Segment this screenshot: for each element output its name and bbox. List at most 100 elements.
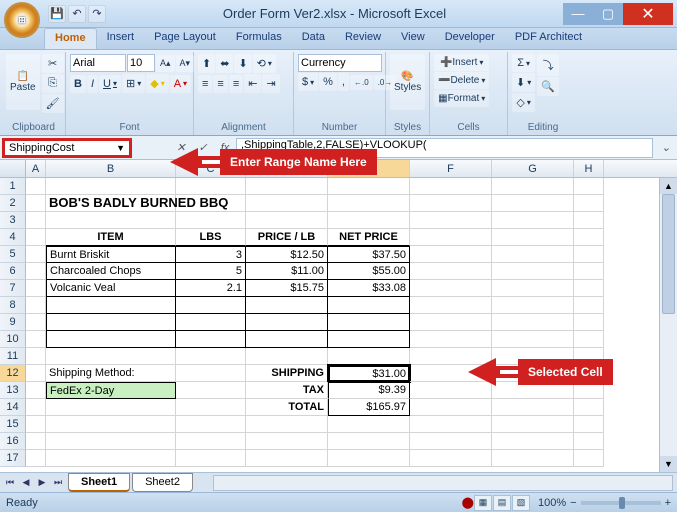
cell-H8[interactable] <box>574 297 604 314</box>
ribbon-tab-developer[interactable]: Developer <box>435 28 505 49</box>
office-button[interactable]: ⊞ <box>4 2 40 38</box>
cell-A8[interactable] <box>26 297 46 314</box>
cell-G2[interactable] <box>492 195 574 212</box>
align-middle-button[interactable]: ⬌ <box>216 54 233 73</box>
cell-F8[interactable] <box>410 297 492 314</box>
cell-G14[interactable] <box>492 399 574 416</box>
cell-H4[interactable] <box>574 229 604 246</box>
cell-A14[interactable] <box>26 399 46 416</box>
cell-B3[interactable] <box>46 212 176 229</box>
cell-B1[interactable] <box>46 178 176 195</box>
cell-E14[interactable]: $165.97 <box>328 399 410 416</box>
font-size-input[interactable] <box>127 54 155 72</box>
column-header-H[interactable]: H <box>574 160 604 177</box>
cell-H10[interactable] <box>574 331 604 348</box>
zoom-in-button[interactable]: + <box>665 497 671 509</box>
cell-A10[interactable] <box>26 331 46 348</box>
cell-C17[interactable] <box>176 450 246 467</box>
format-painter-button[interactable]: 🖌 <box>42 94 64 113</box>
cell-F1[interactable] <box>410 178 492 195</box>
cell-A9[interactable] <box>26 314 46 331</box>
cell-C4[interactable]: LBS <box>176 229 246 246</box>
column-header-B[interactable]: B <box>46 160 176 177</box>
macro-record-icon[interactable]: ⬤ <box>462 496 474 509</box>
delete-button[interactable]: ➖ Delete <box>434 72 489 89</box>
cell-A6[interactable] <box>26 263 46 280</box>
cell-A12[interactable] <box>26 365 46 382</box>
cell-B17[interactable] <box>46 450 176 467</box>
cell-E8[interactable] <box>328 297 410 314</box>
cell-C5[interactable]: 3 <box>176 246 246 263</box>
font-color-button[interactable]: A <box>170 75 191 93</box>
cell-A15[interactable] <box>26 416 46 433</box>
cell-H1[interactable] <box>574 178 604 195</box>
row-header-15[interactable]: 15 <box>0 416 26 433</box>
cell-D5[interactable]: $12.50 <box>246 246 328 263</box>
cell-G1[interactable] <box>492 178 574 195</box>
cell-C15[interactable] <box>176 416 246 433</box>
qa-undo-icon[interactable]: ↶ <box>68 5 86 23</box>
cell-G17[interactable] <box>492 450 574 467</box>
name-box-dropdown-icon[interactable]: ▼ <box>116 143 125 153</box>
underline-button[interactable]: U <box>99 75 121 93</box>
autosum-button[interactable]: Σ <box>512 54 535 72</box>
zoom-level[interactable]: 100% <box>538 497 566 509</box>
cell-E1[interactable] <box>328 178 410 195</box>
cell-B5[interactable]: Burnt Briskit <box>46 246 176 263</box>
cell-A3[interactable] <box>26 212 46 229</box>
page-layout-view-button[interactable]: ▤ <box>493 495 511 511</box>
copy-button[interactable]: ⎘ <box>42 74 64 93</box>
border-button[interactable]: ⊞ <box>122 74 145 93</box>
comma-button[interactable]: , <box>338 73 349 91</box>
worksheet-grid[interactable]: 1234567891011121314151617 BOB'S BADLY BU… <box>0 178 659 472</box>
bold-button[interactable]: B <box>70 75 86 93</box>
cell-D1[interactable] <box>246 178 328 195</box>
maximize-button[interactable]: ▢ <box>593 3 623 25</box>
cell-F3[interactable] <box>410 212 492 229</box>
cell-D9[interactable] <box>246 314 328 331</box>
percent-button[interactable]: % <box>319 73 337 91</box>
tab-last-button[interactable]: ⏭ <box>50 475 66 491</box>
cell-E17[interactable] <box>328 450 410 467</box>
cell-C10[interactable] <box>176 331 246 348</box>
cell-F5[interactable] <box>410 246 492 263</box>
cell-A1[interactable] <box>26 178 46 195</box>
cell-C9[interactable] <box>176 314 246 331</box>
select-all-button[interactable] <box>0 160 26 177</box>
cell-H15[interactable] <box>574 416 604 433</box>
page-break-view-button[interactable]: ▧ <box>512 495 530 511</box>
italic-button[interactable]: I <box>87 75 98 93</box>
cell-H2[interactable] <box>574 195 604 212</box>
cell-G8[interactable] <box>492 297 574 314</box>
cell-D7[interactable]: $15.75 <box>246 280 328 297</box>
indent-dec-button[interactable]: ⇤ <box>244 74 261 93</box>
cell-G15[interactable] <box>492 416 574 433</box>
row-header-17[interactable]: 17 <box>0 450 26 467</box>
align-top-button[interactable]: ⬆ <box>198 54 215 73</box>
cell-D4[interactable]: PRICE / LB <box>246 229 328 246</box>
cell-B8[interactable] <box>46 297 176 314</box>
cell-G6[interactable] <box>492 263 574 280</box>
cell-C16[interactable] <box>176 433 246 450</box>
indent-inc-button[interactable]: ⇥ <box>262 74 279 93</box>
row-header-8[interactable]: 8 <box>0 297 26 314</box>
cell-B13[interactable]: FedEx 2-Day <box>46 382 176 399</box>
cell-A7[interactable] <box>26 280 46 297</box>
insert-button[interactable]: ➕ Insert <box>434 54 489 71</box>
cell-H3[interactable] <box>574 212 604 229</box>
cell-A5[interactable] <box>26 246 46 263</box>
cells-area[interactable]: BOB'S BADLY BURNED BBQITEMLBSPRICE / LBN… <box>26 178 604 467</box>
cell-E16[interactable] <box>328 433 410 450</box>
zoom-out-button[interactable]: − <box>570 497 576 509</box>
cell-C8[interactable] <box>176 297 246 314</box>
row-header-1[interactable]: 1 <box>0 178 26 195</box>
orientation-button[interactable]: ⟲ <box>253 54 276 73</box>
sort-button[interactable]: ⤵ <box>537 54 559 76</box>
ribbon-tab-review[interactable]: Review <box>335 28 391 49</box>
cell-D12[interactable]: SHIPPING <box>246 365 328 382</box>
zoom-thumb[interactable] <box>619 497 625 509</box>
scroll-down-button[interactable]: ▼ <box>660 456 677 472</box>
cell-D3[interactable] <box>246 212 328 229</box>
cell-F14[interactable] <box>410 399 492 416</box>
cell-F4[interactable] <box>410 229 492 246</box>
